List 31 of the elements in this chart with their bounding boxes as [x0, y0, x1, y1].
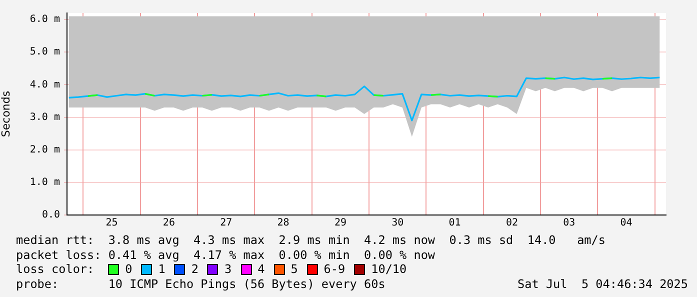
legend-label: 6-9	[324, 262, 346, 277]
text: probe: 10 ICMP Echo Pings (56 Bytes) every 60s	[16, 276, 386, 292]
text: median rtt: 3.8 ms avg 4.3 ms max 2.9 ms min 4.2 ms now 0.3 ms sd 14.0 am/s	[16, 233, 606, 248]
text: packet loss: 0.41 % avg 4.17 % max 0.00 % min 0.00 % now	[16, 248, 436, 262]
legend-label: 2	[191, 262, 198, 277]
y-tick-label: 5.0 m	[30, 46, 60, 58]
x-tick-label: 04	[620, 218, 632, 229]
x-tick-label: 29	[334, 218, 346, 229]
x-tick-label: 01	[448, 218, 461, 229]
y-tick-label: 6.0 m	[30, 14, 60, 26]
text: Sat Jul 5 04:46:34 2025	[518, 276, 688, 292]
y-tick-label: 3.0 m	[30, 112, 60, 123]
x-tick-label: 02	[506, 218, 518, 229]
legend-title: loss color:	[16, 262, 94, 277]
x-tick-label: 03	[563, 218, 576, 229]
legend-label: 1	[158, 262, 166, 277]
x-tick-label: 25	[106, 218, 118, 229]
legend-label: 10/10	[371, 262, 407, 277]
x-tick-label: 30	[392, 218, 404, 229]
legend-label: 4	[258, 262, 265, 277]
x-tick-label: 26	[162, 218, 175, 229]
y-axis-title: Seconds	[0, 90, 12, 138]
y-tick-label: 0.0	[42, 210, 60, 221]
legend-label: 0	[125, 262, 132, 277]
legend-label: 3	[224, 262, 232, 277]
x-tick-label: 27	[220, 218, 232, 229]
y-tick-label: 4.0 m	[30, 79, 60, 90]
legend-label: 5	[290, 262, 298, 277]
y-tick-label: 2.0 m	[30, 144, 60, 156]
x-tick-label: 28	[277, 218, 290, 229]
y-tick-label: 1.0 m	[30, 177, 60, 188]
